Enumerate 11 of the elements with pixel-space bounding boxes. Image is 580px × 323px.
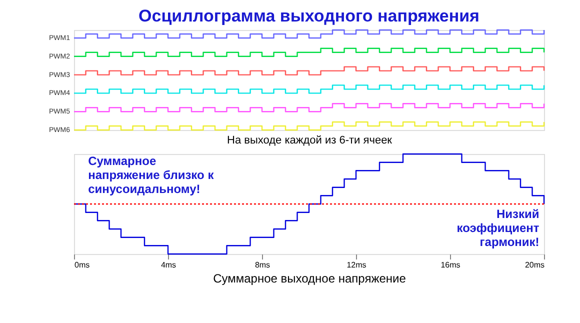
x-axis-title: На выходе каждой из 6-ти ячеек [227, 134, 392, 146]
x-tick-label: 4ms [160, 260, 176, 270]
x-tick-label: 8ms [254, 260, 270, 270]
chart-title: Осциллограмма выходного напряжения [138, 6, 480, 26]
x-tick-label: 0ms [74, 260, 90, 270]
x-axis-title: Суммарное выходное напряжение [213, 272, 406, 286]
x-tick-label: 12ms [346, 260, 366, 270]
annotation: Низкий коэффициент гармоник! [456, 207, 540, 249]
x-tick-label: 20ms [524, 260, 544, 270]
x-tick-label: 16ms [440, 260, 460, 270]
annotation: Суммарное напряжение близко к синусоидальному! [88, 154, 215, 196]
